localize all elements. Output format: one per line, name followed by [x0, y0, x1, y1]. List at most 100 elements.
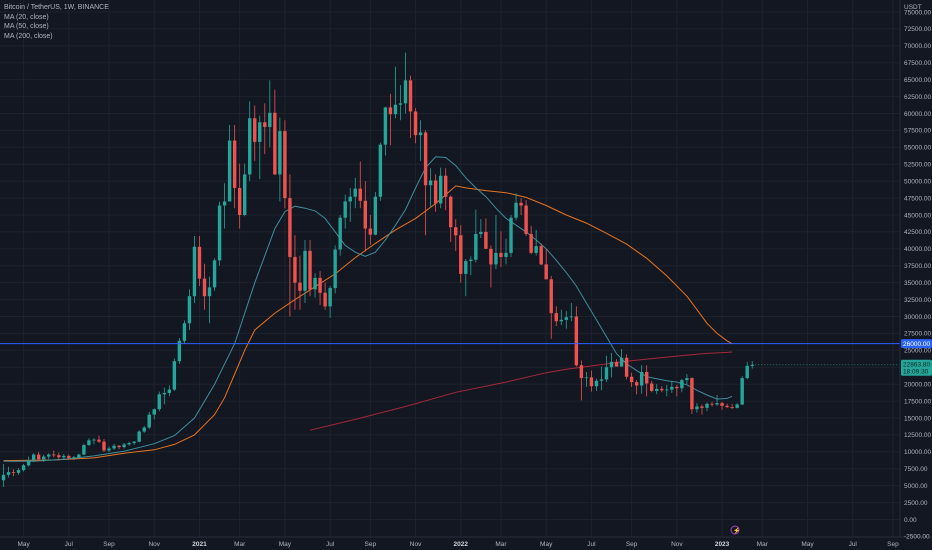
level-tag[interactable]: 26000.00: [901, 339, 932, 349]
candle-body: [313, 277, 317, 290]
candle-body: [21, 465, 26, 471]
legend-ma200[interactable]: MA (200, close): [4, 32, 53, 40]
candle-body: [695, 406, 699, 410]
candle-body: [423, 132, 428, 186]
candle-body: [428, 180, 433, 186]
news-flag-icon: ⚡: [733, 526, 740, 534]
candle: [484, 218, 488, 249]
y-tick-label: 55000.00: [904, 145, 931, 152]
candle-body: [87, 440, 91, 446]
candle-body: [52, 454, 56, 456]
candle: [253, 105, 257, 161]
candle-body: [544, 264, 548, 280]
candle: [172, 358, 177, 391]
candle-body: [629, 376, 634, 383]
candle-body: [584, 377, 589, 379]
candle-body: [353, 188, 357, 197]
x-tick-label: 2021: [192, 541, 207, 548]
candle: [308, 240, 312, 297]
candle: [273, 89, 277, 176]
candle: [534, 229, 538, 256]
y-tick-label: 15000.00: [904, 415, 931, 422]
candle: [157, 391, 161, 412]
time-axis[interactable]: May Jul Sep Nov 2021 Mar May Jul Sep Nov 2022 Mar Ma…: [17, 541, 899, 548]
candle-body: [589, 377, 594, 387]
candle-body: [730, 407, 734, 408]
candle-body: [700, 406, 704, 408]
y-tick-label: -2500.00: [904, 534, 930, 541]
candle: [26, 456, 31, 467]
candle-body: [383, 107, 388, 145]
candle: [353, 177, 357, 209]
symbol-title[interactable]: Bitcoin / TetherUS, 1W, BINANCE: [4, 4, 109, 11]
candle-body: [323, 292, 327, 307]
candle-body: [31, 454, 36, 460]
candle: [695, 403, 699, 413]
candle-body: [745, 365, 749, 379]
candle-body: [303, 250, 307, 291]
level-tag-value: 26000.00: [903, 341, 930, 348]
candle: [690, 377, 694, 414]
x-tick-label: Mar: [234, 541, 246, 548]
x-tick-label: Nov: [410, 541, 422, 548]
y-tick-label: 60000.00: [904, 111, 931, 118]
candle: [705, 402, 709, 412]
candle-body: [187, 296, 192, 324]
candle: [418, 120, 423, 161]
candle: [263, 103, 267, 155]
x-tick-label: 2022: [454, 541, 469, 548]
horizontal-level[interactable]: [0, 343, 900, 366]
candle: [152, 408, 156, 420]
candle: [16, 468, 21, 475]
candle: [202, 263, 207, 310]
candle-body: [42, 456, 46, 460]
candle-body: [564, 317, 568, 320]
candle-body: [16, 470, 21, 473]
candle-body: [97, 439, 101, 442]
candle-body: [207, 287, 212, 297]
candle-body: [142, 427, 146, 432]
legend-ma50[interactable]: MA (50, close): [4, 23, 49, 30]
candle-body: [680, 380, 684, 389]
candle-body: [559, 319, 563, 322]
candle-body: [489, 248, 493, 265]
candle-body: [715, 403, 719, 405]
candle: [459, 225, 463, 283]
candle-body: [328, 288, 332, 307]
y-tick-label: 70000.00: [904, 43, 931, 50]
candle-body: [147, 414, 151, 428]
candle-body: [137, 431, 141, 442]
candle: [509, 215, 513, 257]
price-axis[interactable]: 0.00 2500.00 5000.00 7500.00 10000.00 12500.0…: [904, 9, 931, 540]
candle-body: [92, 439, 96, 441]
candle: [77, 453, 81, 459]
candle: [72, 455, 76, 460]
candle: [87, 438, 91, 446]
x-tick-label: Mar: [757, 541, 769, 548]
candle-body: [197, 246, 202, 279]
candle: [217, 201, 222, 266]
candle-body: [57, 455, 61, 458]
candle-body: [549, 279, 553, 314]
candle: [423, 130, 428, 236]
candle: [318, 271, 322, 305]
candle: [569, 302, 574, 322]
candle-body: [1, 474, 6, 481]
candle-body: [82, 445, 86, 455]
news-flag[interactable]: ⚡: [730, 525, 741, 535]
candle: [740, 376, 744, 406]
candle-body: [298, 282, 302, 291]
candle: [629, 372, 634, 387]
candle: [21, 464, 26, 472]
candle: [368, 215, 373, 245]
candle-body: [182, 323, 187, 341]
y-tick-label: 30000.00: [904, 314, 931, 321]
candle: [670, 381, 674, 393]
candle-body: [127, 443, 131, 445]
last-price-tag[interactable]: 22863.80 18:09:30: [901, 359, 932, 376]
candle-body: [373, 196, 378, 235]
x-tick-label: Nov: [671, 541, 683, 548]
legend-ma20[interactable]: MA (20, close): [4, 13, 49, 21]
candle: [700, 404, 704, 415]
